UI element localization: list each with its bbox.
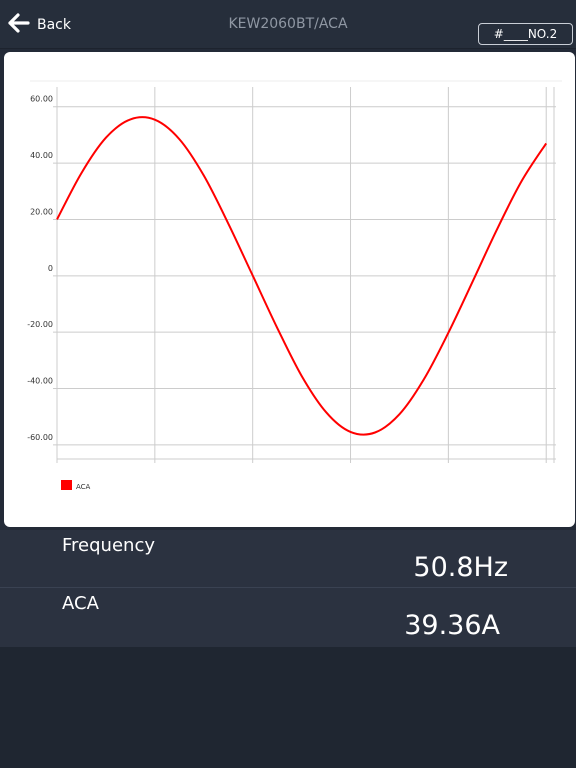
y-tick-label: 20.00 [30, 207, 53, 216]
waveform-chart-card: 60.00 40.00 20.00 0 -20.00 -40.00 -60.00 ACA [4, 52, 575, 527]
page-title: KEW2060BT/ACA [228, 16, 348, 32]
y-tick-label: -20.00 [27, 320, 53, 329]
waveform-chart: 60.00 40.00 20.00 0 -20.00 -40.00 -60.00 ACA [27, 80, 562, 491]
y-tick-label: 0 [48, 264, 53, 273]
frequency-value: 50.8Hz [413, 552, 508, 583]
readings-panel: Frequency 50.8Hz ACA 39.36A [0, 530, 576, 647]
frequency-label: Frequency [62, 535, 155, 556]
y-tick-label: 40.00 [30, 151, 53, 160]
series-line-aca [56, 116, 548, 436]
bottom-area [0, 647, 576, 768]
back-button[interactable]: Back [8, 12, 71, 38]
legend-swatch [61, 480, 72, 490]
y-tick-label: 60.00 [30, 95, 53, 104]
back-arrow-icon [8, 12, 30, 38]
aca-value: 39.36A [404, 610, 500, 641]
device-selector[interactable]: #____NO.2 [478, 23, 573, 45]
top-bar: Back KEW2060BT/ACA #____NO.2 [0, 0, 576, 49]
legend-label: ACA [76, 483, 91, 491]
aca-label: ACA [62, 593, 99, 614]
back-label: Back [37, 17, 71, 33]
y-tick-label: -40.00 [27, 377, 53, 386]
frequency-row: Frequency 50.8Hz [0, 530, 576, 588]
y-tick-label: -60.00 [27, 433, 53, 442]
aca-row: ACA 39.36A [0, 588, 576, 645]
